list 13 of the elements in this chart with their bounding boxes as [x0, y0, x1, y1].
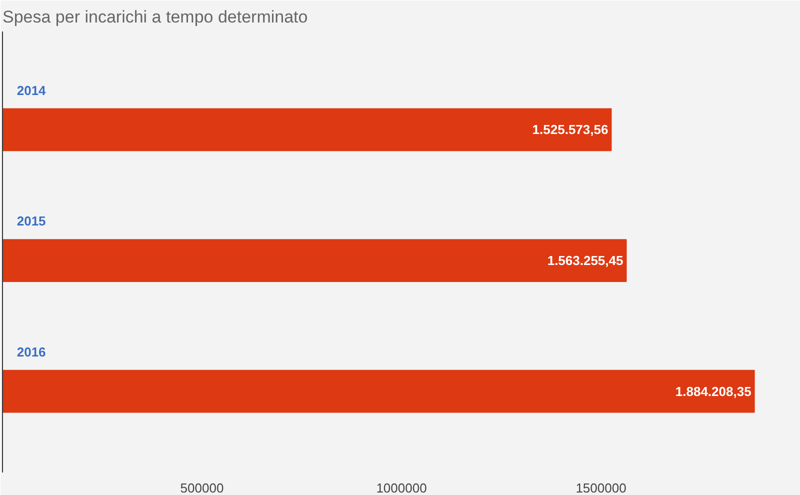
y-tick-label: 2014 — [16, 82, 47, 98]
chart-title: Spesa per incarichi a tempo determinato — [2, 8, 308, 26]
x-tick-label: 1000000 — [376, 480, 427, 495]
bar — [2, 239, 627, 282]
x-tick-label: 1500000 — [576, 480, 626, 495]
y-tick-label: 2015 — [16, 214, 46, 229]
y-tick-label: 2016 — [16, 344, 46, 360]
bar — [2, 370, 755, 413]
data-label: 1.563.255,45 — [547, 253, 624, 268]
bar — [2, 108, 612, 152]
x-tick-label: 500000 — [180, 480, 224, 495]
data-label: 1.884.208,35 — [675, 384, 752, 399]
data-label: 1.525.573,56 — [532, 122, 608, 138]
